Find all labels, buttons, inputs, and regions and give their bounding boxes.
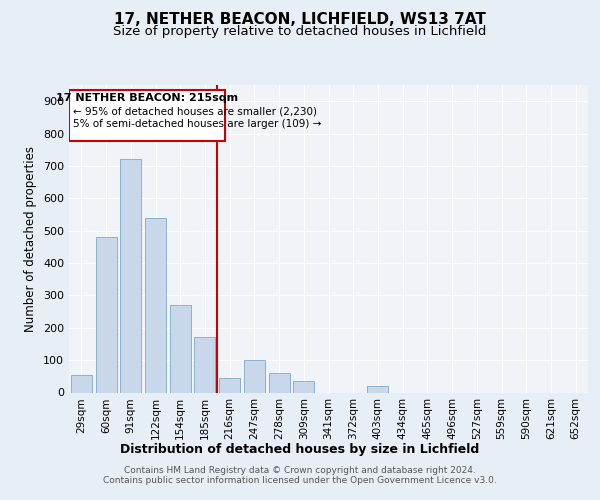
Y-axis label: Number of detached properties: Number of detached properties xyxy=(25,146,37,332)
Bar xyxy=(219,378,240,392)
Text: ← 95% of detached houses are smaller (2,230): ← 95% of detached houses are smaller (2,… xyxy=(73,106,317,117)
FancyBboxPatch shape xyxy=(70,90,225,140)
Bar xyxy=(367,386,388,392)
Bar xyxy=(71,374,92,392)
Bar xyxy=(95,237,116,392)
Text: Size of property relative to detached houses in Lichfield: Size of property relative to detached ho… xyxy=(113,25,487,38)
Bar xyxy=(120,160,141,392)
Bar xyxy=(269,373,290,392)
Text: 5% of semi-detached houses are larger (109) →: 5% of semi-detached houses are larger (1… xyxy=(73,118,322,128)
Text: Contains HM Land Registry data © Crown copyright and database right 2024.: Contains HM Land Registry data © Crown c… xyxy=(124,466,476,475)
Bar xyxy=(244,360,265,392)
Text: 17, NETHER BEACON, LICHFIELD, WS13 7AT: 17, NETHER BEACON, LICHFIELD, WS13 7AT xyxy=(114,12,486,28)
Text: Contains public sector information licensed under the Open Government Licence v3: Contains public sector information licen… xyxy=(103,476,497,485)
Bar xyxy=(293,381,314,392)
Text: Distribution of detached houses by size in Lichfield: Distribution of detached houses by size … xyxy=(121,442,479,456)
Bar xyxy=(145,218,166,392)
Bar xyxy=(170,305,191,392)
Bar xyxy=(194,338,215,392)
Text: 17 NETHER BEACON: 215sqm: 17 NETHER BEACON: 215sqm xyxy=(56,94,238,104)
